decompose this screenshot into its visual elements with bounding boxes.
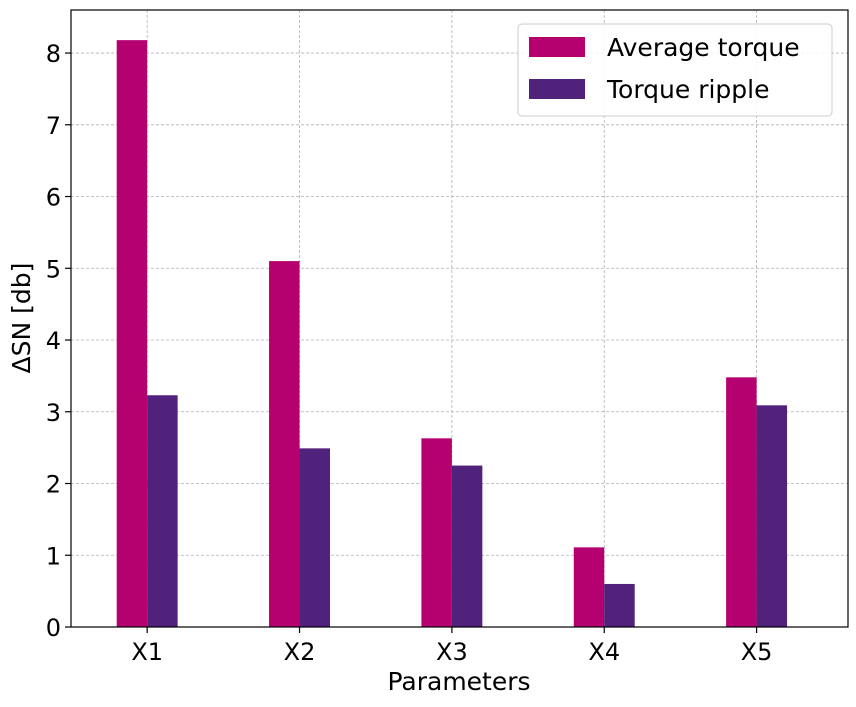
legend-swatch-average-torque <box>529 37 585 57</box>
bar-torque-ripple <box>604 583 635 627</box>
x-tick-label: X1 <box>131 638 163 666</box>
x-tick-label: X2 <box>284 638 316 666</box>
legend-swatch-torque-ripple <box>529 79 585 99</box>
x-tick-label: X3 <box>436 638 468 666</box>
y-tick-label: 3 <box>46 399 61 427</box>
y-tick-label: 0 <box>46 614 61 642</box>
bars-layer <box>116 40 788 627</box>
y-tick-label: 2 <box>46 471 61 499</box>
legend-label-torque-ripple: Torque ripple <box>606 75 770 104</box>
bar-torque-ripple <box>147 395 178 627</box>
x-tick-label: X4 <box>588 638 620 666</box>
plot-frame <box>70 9 849 628</box>
y-tick-label: 1 <box>46 542 61 570</box>
y-tick-label: 6 <box>46 184 61 212</box>
y-tick-label: 8 <box>46 40 61 68</box>
bar-average-torque <box>116 40 148 627</box>
y-tick-label: 4 <box>46 327 61 355</box>
legend-frame <box>517 23 833 117</box>
ticks-layer: 0 1 2 3 4 5 6 7 8 X1 X2 X3 X4 X5 <box>46 40 773 666</box>
bar-average-torque <box>726 377 757 627</box>
bar-torque-ripple <box>451 465 483 627</box>
bar-average-torque <box>269 261 300 627</box>
bar-torque-ripple <box>756 405 788 627</box>
legend-label-average-torque: Average torque <box>607 33 800 62</box>
y-axis-title: ΔSN [db] <box>7 263 36 374</box>
legend: Average torque Torque ripple <box>517 23 833 117</box>
bar-average-torque <box>573 547 605 627</box>
x-tick-label: X5 <box>741 638 773 666</box>
y-tick-label: 7 <box>46 112 61 140</box>
bar-average-torque <box>421 438 452 627</box>
y-tick-label: 5 <box>46 255 61 283</box>
bar-torque-ripple <box>299 448 330 627</box>
x-axis-title: Parameters <box>387 667 530 696</box>
